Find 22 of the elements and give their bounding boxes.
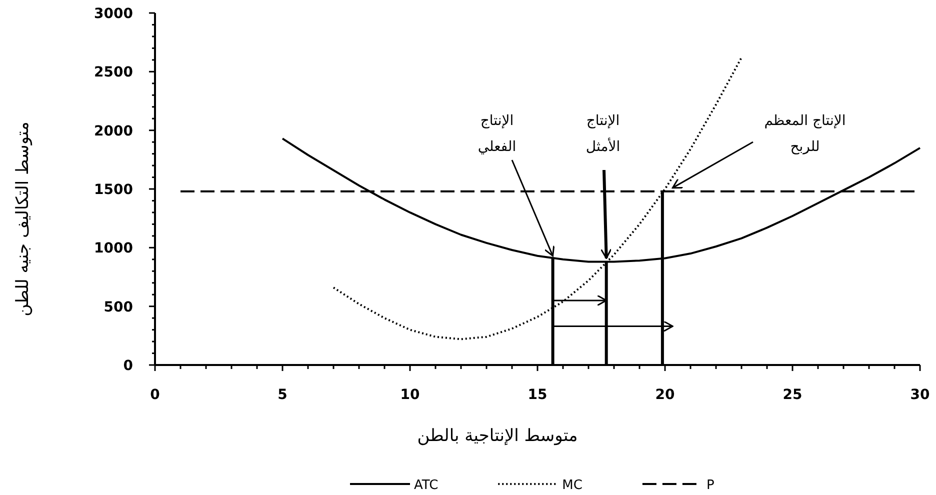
legend-label: ATC [414, 478, 438, 493]
x-axis-title: متوسط الإنتاجية بالطن [417, 426, 578, 446]
x-tick-label: 5 [278, 387, 288, 403]
x-tick-label: 0 [150, 387, 160, 403]
y-tick-label: 0 [123, 358, 134, 374]
legend-label: P [706, 478, 714, 493]
annotation: الإنتاج الأمثل [586, 113, 620, 155]
y-tick-label: 500 [104, 299, 134, 316]
y-axis-title: متوسط التكاليف جنيه للطن [13, 122, 33, 316]
y-tick-label: 2500 [94, 64, 134, 81]
x-tick-label: 30 [910, 387, 930, 403]
legend-label: MC [562, 478, 582, 493]
x-tick-label: 15 [528, 387, 548, 403]
y-tick-label: 2000 [94, 123, 134, 140]
annotation: الإنتاج الفعلي [478, 113, 516, 155]
y-tick-label: 3000 [94, 6, 134, 22]
y-tick-label: 1500 [94, 182, 134, 198]
x-tick-label: 20 [655, 387, 675, 403]
x-tick-label: 10 [400, 387, 420, 403]
y-tick-label: 1000 [94, 240, 134, 257]
annotation: الإنتاج المعظم للربح [764, 113, 846, 155]
x-tick-label: 25 [782, 387, 802, 403]
